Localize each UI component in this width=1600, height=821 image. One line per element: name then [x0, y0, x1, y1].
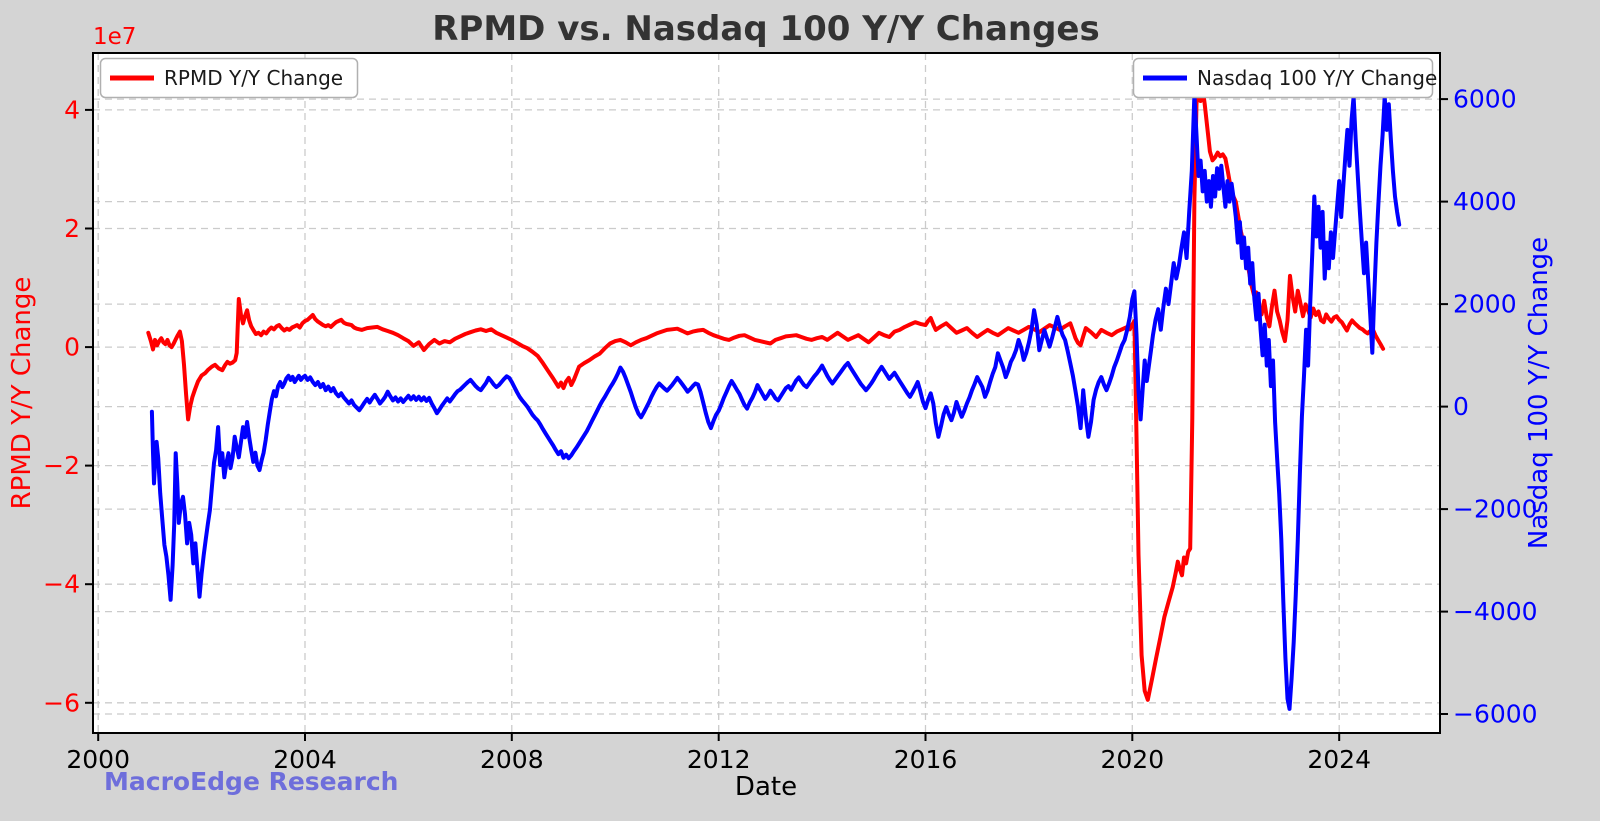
- right-tick-label: 0: [1453, 392, 1469, 421]
- data-series: [146, 81, 1402, 711]
- legend-nasdaq-label: Nasdaq 100 Y/Y Change: [1197, 66, 1437, 90]
- chart-title: RPMD vs. Nasdaq 100 Y/Y Changes: [432, 9, 1099, 49]
- right-tick-label: −2000: [1453, 495, 1538, 524]
- series-line-rpmd: [146, 81, 1386, 702]
- right-tick-label: −4000: [1453, 597, 1538, 626]
- left-tick-label: 4: [64, 95, 80, 124]
- x-tick-label: 2004: [273, 745, 337, 774]
- watermark: MacroEdge Research: [104, 767, 398, 796]
- x-tick-label: 2024: [1307, 745, 1371, 774]
- right-tick-label: 2000: [1453, 290, 1517, 319]
- left-tick-label: 2: [64, 214, 80, 243]
- axes-spines: [92, 52, 1441, 734]
- legend-rpmd: RPMD Y/Y Change: [99, 57, 359, 99]
- legend-nasdaq: Nasdaq 100 Y/Y Change: [1132, 57, 1437, 99]
- left-tick-label: 0: [64, 333, 80, 362]
- right-tick-labels: −6000 −4000 −2000 0 2000 4000 6000: [1453, 85, 1538, 729]
- x-tick-label: 2012: [687, 745, 751, 774]
- x-tick-label: 2000: [66, 745, 130, 774]
- legend-rpmd-box: [99, 57, 359, 99]
- left-axis-label: RPMD Y/Y Change: [7, 277, 37, 510]
- x-axis-label: Date: [735, 772, 797, 802]
- left-tick-label: −6: [43, 688, 80, 717]
- left-tick-label: −2: [43, 451, 80, 480]
- left-tick-labels: −6 −4 −2 0 2 4: [43, 95, 80, 717]
- series-line-nasdaq: [149, 92, 1402, 711]
- x-tick-labels: 2000 2004 2008 2012 2016 2020 2024: [66, 745, 1371, 774]
- left-tick-label: −4: [43, 570, 80, 599]
- plot-area: [93, 53, 1440, 733]
- x-tick-label: 2008: [480, 745, 544, 774]
- right-tick-label: −6000: [1453, 700, 1538, 729]
- x-tick-label: 2020: [1100, 745, 1164, 774]
- legend-rpmd-label: RPMD Y/Y Change: [164, 66, 343, 90]
- gridlines: [93, 53, 1440, 733]
- left-axis-offset-text: 1e7: [93, 24, 136, 50]
- right-tick-label: 4000: [1453, 187, 1517, 216]
- tick-marks: [85, 98, 1448, 741]
- right-tick-label: 6000: [1453, 85, 1517, 114]
- right-axis-label: Nasdaq 100 Y/Y Change: [1524, 237, 1554, 549]
- x-tick-label: 2016: [894, 745, 958, 774]
- legend-nasdaq-box: [1132, 57, 1434, 99]
